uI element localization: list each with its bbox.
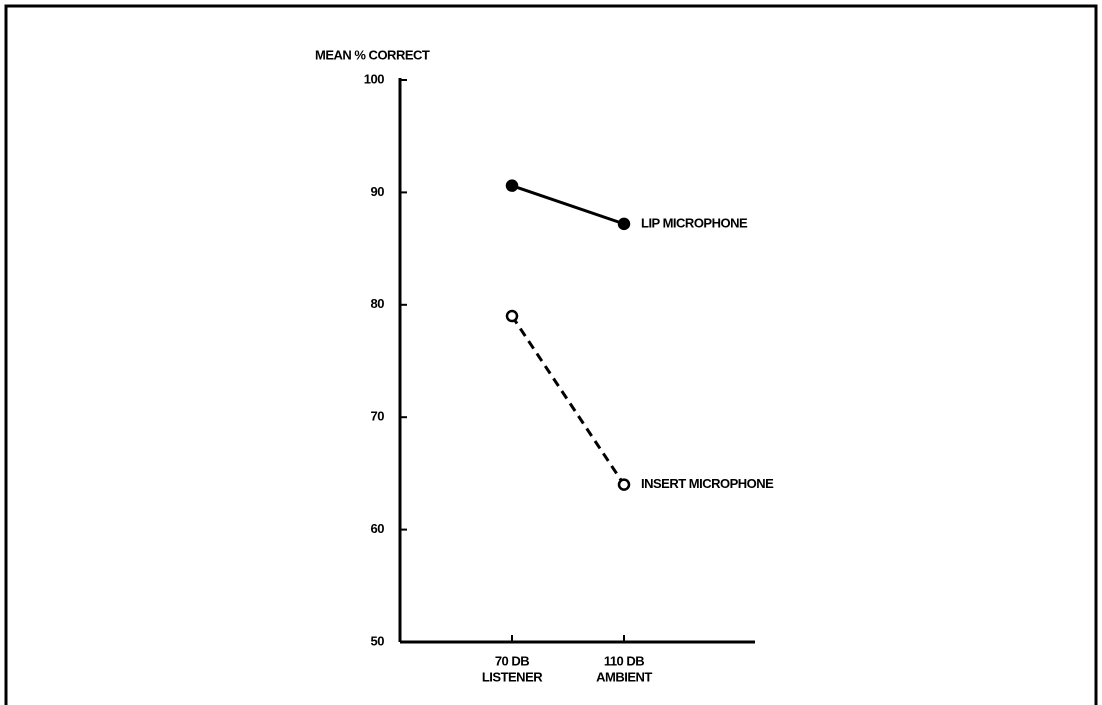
series-line — [510, 315, 626, 486]
point — [505, 309, 519, 323]
y-tick-label: 90 — [371, 184, 385, 199]
series-label: LIP MICROPHONE — [641, 215, 748, 230]
x-tick-label: 70 DB — [495, 653, 529, 668]
point — [505, 179, 519, 192]
x-tick-label: 110 DB — [604, 653, 644, 668]
y-tick-label: 100 — [364, 71, 384, 86]
x-tick-label: LISTENER — [482, 669, 543, 684]
series-line — [511, 184, 625, 226]
y-tick-label: 80 — [371, 296, 385, 311]
x-tick-label: AMBIENT — [596, 669, 652, 684]
series-label: INSERT MICROPHONE — [641, 476, 774, 491]
frame — [4, 4, 1098, 705]
y-axis-label: MEAN % CORRECT — [315, 47, 430, 62]
y-tick-label: 60 — [371, 521, 385, 536]
point — [617, 478, 631, 491]
point — [617, 217, 631, 231]
y-tick-label: 70 — [371, 409, 385, 424]
y-tick-label: 50 — [371, 633, 385, 648]
